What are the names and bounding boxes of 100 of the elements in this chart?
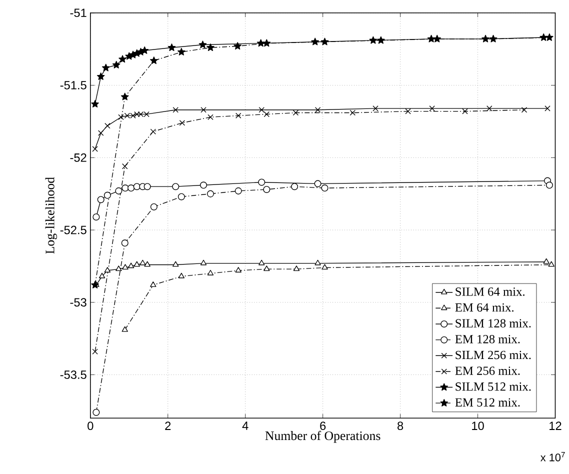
point: [168, 44, 176, 52]
point: [462, 108, 468, 114]
text: x 10$^{7}$: [540, 452, 565, 462]
point: [235, 267, 242, 273]
point: [322, 264, 328, 270]
y-tick-label: -52: [70, 154, 86, 162]
point: [256, 39, 265, 47]
point: [112, 61, 120, 69]
legend-label: SILM 64 mix.: [456, 288, 525, 296]
y-tick-label: -52.5: [60, 226, 86, 234]
point: [263, 186, 270, 194]
point: [150, 203, 158, 210]
point: [92, 348, 98, 355]
point: [314, 180, 322, 188]
point: [98, 272, 106, 278]
point: [122, 184, 129, 192]
point: [206, 190, 214, 198]
point: [172, 183, 180, 190]
point: [178, 272, 185, 278]
point: [120, 92, 129, 100]
point: [178, 48, 186, 56]
legend-label: SILM 128 mix.: [456, 319, 531, 328]
point: [521, 107, 528, 113]
point: [540, 34, 548, 42]
legend-label: EM 128 mix.: [455, 335, 520, 344]
legend-label: SILM 512 mix.: [456, 382, 531, 391]
point: [321, 184, 328, 192]
x-tick-label: 2: [165, 422, 171, 430]
point: [172, 107, 178, 113]
point: [140, 46, 149, 54]
point: [369, 36, 378, 44]
x-tick-label: 4: [242, 422, 248, 430]
point: [104, 267, 111, 273]
legend-label: EM 256 mix.: [455, 366, 520, 376]
point: [198, 40, 207, 48]
legend-label: EM 64 mix.: [455, 303, 514, 312]
point: [350, 110, 356, 116]
point: [150, 56, 158, 64]
point: [104, 123, 110, 129]
point: [91, 100, 99, 108]
y-axis-title: Log-likelihood: [45, 177, 57, 254]
point: [122, 326, 128, 332]
point: [116, 266, 122, 272]
point: [208, 114, 214, 120]
point: [200, 260, 207, 266]
point: [97, 196, 104, 204]
point: [546, 182, 553, 189]
point: [150, 282, 156, 288]
point: [179, 120, 186, 126]
point: [264, 111, 270, 118]
point: [405, 108, 411, 114]
legend-label: EM 512 mix.: [455, 398, 520, 407]
point: [486, 106, 492, 112]
point: [258, 107, 264, 113]
point: [102, 64, 110, 72]
point: [134, 111, 140, 118]
point: [292, 110, 299, 116]
point: [122, 164, 128, 170]
point: [314, 107, 321, 113]
point: [258, 178, 266, 186]
point: [482, 34, 490, 42]
x-tick-label: 6: [320, 422, 326, 430]
point: [104, 192, 111, 199]
point: [207, 270, 214, 276]
x-tick-label: 10: [472, 422, 484, 430]
point: [548, 261, 554, 267]
x-tick-label: 0: [88, 422, 94, 430]
point: [92, 146, 98, 152]
point: [489, 34, 498, 42]
point: [144, 261, 150, 267]
point: [133, 183, 140, 190]
point: [377, 36, 385, 44]
point: [372, 106, 378, 112]
point: [258, 260, 265, 266]
point: [543, 258, 550, 264]
point: [144, 183, 151, 190]
x-tick-label: 8: [398, 422, 404, 430]
point: [234, 188, 242, 195]
point: [92, 408, 100, 416]
point: [293, 266, 300, 272]
point: [200, 107, 206, 113]
point: [236, 112, 242, 119]
legend-label: SILM 256 mix.: [456, 350, 531, 360]
point: [264, 266, 270, 272]
point: [172, 261, 179, 267]
point: [115, 188, 122, 195]
point: [544, 106, 550, 112]
point: [178, 193, 185, 200]
point: [234, 42, 242, 50]
point: [128, 262, 134, 268]
point: [320, 38, 329, 46]
y-tick-label: -53.5: [60, 370, 86, 380]
y-tick-label: -51: [70, 8, 86, 18]
point: [429, 106, 435, 112]
point: [98, 130, 104, 136]
y-tick-label: -51.5: [60, 81, 86, 90]
point: [121, 240, 128, 247]
point: [118, 55, 126, 63]
point: [150, 128, 156, 135]
point: [134, 261, 140, 267]
